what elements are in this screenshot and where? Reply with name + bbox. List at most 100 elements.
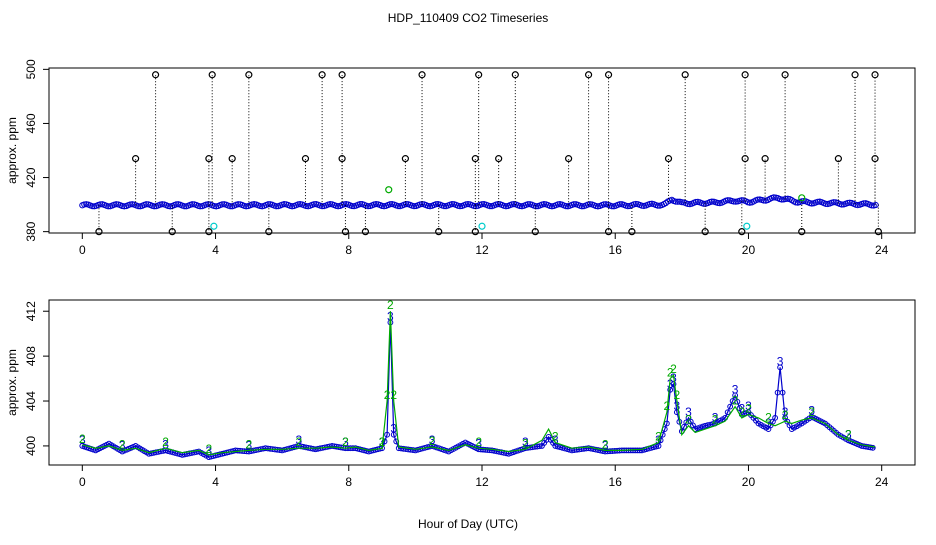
top-baseline-point [89, 203, 96, 210]
bottom-series-label-2: 2 [782, 408, 789, 422]
top-spike-mid-point [228, 155, 236, 163]
bottom-series-label-3: 3 [782, 405, 789, 419]
bottom-series-label-3: 3 [552, 433, 559, 447]
top-spike-high-point [851, 71, 859, 79]
bottom-series-label-3: 3 [295, 433, 302, 447]
top-baseline-point [319, 203, 326, 210]
top-spike-low-point [874, 228, 882, 236]
top-baseline-point [327, 200, 334, 208]
bottom-point [869, 444, 876, 451]
bottom-x-tick-label: 8 [345, 475, 352, 489]
bottom-series-label-2: 2 [379, 435, 386, 449]
bottom-y-tick-label: 408 [24, 346, 38, 366]
bottom-series-label-3: 3 [246, 439, 253, 453]
top-baseline-point [770, 194, 777, 201]
bottom-series-label-2: 2 [745, 401, 752, 415]
top-baseline-point [364, 203, 372, 210]
top-baseline-point [227, 203, 234, 210]
top-baseline-point [624, 203, 631, 210]
top-baseline-point [173, 201, 180, 208]
top-spike-low-point [798, 228, 806, 236]
bottom-series-label-2: 2 [685, 413, 692, 427]
bottom-point [381, 438, 388, 445]
top-spike-high-point [338, 71, 346, 79]
bottom-point [727, 403, 734, 410]
top-x-tick-label: 12 [475, 243, 489, 257]
bottom-point [390, 431, 397, 438]
top-spike-mid-point [834, 155, 842, 163]
top-panel: approx. ppm 0 4 8 12 16 20 24 380 420 460 500 [5, 59, 916, 257]
top-spike-mid-point [205, 155, 213, 163]
top-baseline-point [754, 196, 761, 203]
bottom-series-label-3: 3 [522, 435, 529, 449]
bottom-series-label-2: 2 [712, 413, 719, 427]
top-spike-mid-point [741, 155, 749, 163]
bottom-series-label-2: 2 [738, 405, 745, 419]
top-baseline-point [113, 201, 120, 208]
top-y-tick-label: 500 [24, 59, 38, 79]
top-spike-high-point [151, 71, 160, 79]
bottom-series-label-2: 2 [429, 434, 436, 448]
top-baseline-point [616, 201, 623, 208]
bottom-series-label-2: 2 [808, 405, 815, 419]
bottom-x-tick-label: 12 [475, 475, 489, 489]
bottom-series-label-2: 2 [664, 399, 671, 413]
bottom-point [736, 405, 743, 412]
top-spike-high-point [681, 71, 689, 79]
bottom-series-label-2: 2 [765, 410, 772, 424]
top-baseline-point [410, 203, 418, 210]
top-baseline-point [532, 203, 540, 210]
bottom-series-label-3: 3 [745, 399, 752, 413]
bottom-series-line-2 [82, 311, 876, 456]
bottom-series-label-3: 3 [119, 439, 126, 453]
top-spike-high-point [781, 71, 789, 79]
top-baseline-point [562, 203, 570, 210]
bottom-series-label-3: 3 [390, 422, 397, 436]
top-spike-high-point [584, 71, 593, 79]
top-baseline-point [674, 198, 681, 205]
top-baseline-point [684, 200, 691, 208]
top-spike-low-point [265, 228, 273, 236]
bottom-series-label-3: 3 [667, 377, 674, 391]
figure-title: HDP_110409 CO2 Timeseries [388, 11, 549, 25]
top-spike-low-point [361, 228, 370, 236]
bottom-point [724, 409, 731, 416]
top-spike-mid-point [471, 155, 479, 163]
top-baseline-point [700, 200, 707, 207]
top-spike-mid-point [401, 155, 409, 163]
top-cyan-point [478, 222, 486, 230]
bottom-series-label-3: 3 [674, 399, 681, 413]
bottom-point [777, 364, 784, 371]
top-baseline-point [257, 202, 264, 210]
bottom-series-label-2: 2 [79, 432, 86, 446]
bottom-y-axis-label: approx. ppm [5, 349, 19, 416]
bottom-series-label-3: 3 [712, 410, 719, 424]
top-spike-low-point [531, 228, 539, 236]
top-baseline-point [524, 201, 532, 208]
bottom-point [694, 425, 701, 432]
bottom-series-label-2: 2 [522, 436, 529, 450]
bottom-point [536, 443, 543, 450]
top-baseline-point [189, 201, 196, 208]
top-baseline-point [97, 201, 104, 208]
bottom-series-label-2: 2 [342, 435, 349, 449]
top-baseline-point [151, 203, 158, 210]
top-baseline-point [386, 201, 394, 208]
top-spike-low-point [205, 228, 213, 236]
bottom-point [867, 444, 874, 451]
top-spike-low-point [738, 228, 746, 236]
top-baseline-point [394, 202, 402, 210]
top-baseline-point [440, 203, 448, 210]
top-spike-mid-point [301, 155, 310, 163]
bottom-series-label-2: 2 [667, 366, 674, 380]
bottom-point [384, 431, 390, 438]
bottom-point [670, 381, 677, 388]
top-baseline-point [402, 201, 410, 208]
top-baseline-point [672, 198, 679, 205]
top-baseline-point [273, 203, 280, 210]
bottom-series-label-2: 2 [670, 362, 677, 376]
bottom-x-tick-label: 16 [609, 475, 623, 489]
bottom-point [681, 423, 687, 430]
top-spike-high-point [208, 71, 216, 79]
